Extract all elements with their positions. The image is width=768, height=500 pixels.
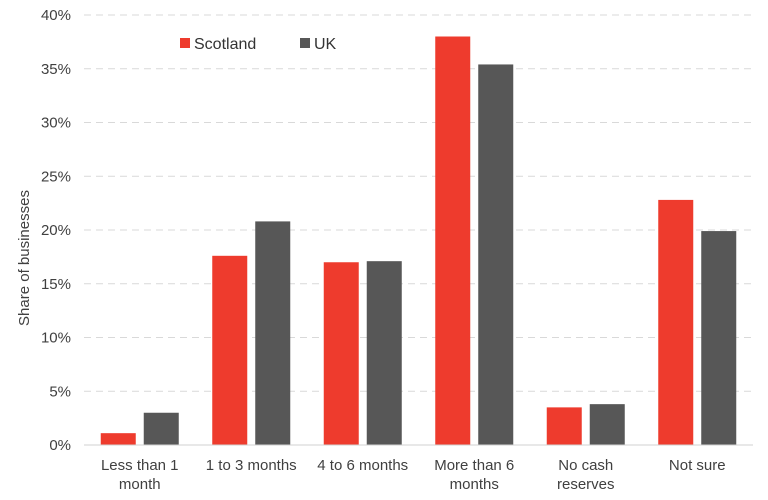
- legend-swatch: [300, 38, 310, 48]
- y-tick-label: 40%: [41, 7, 71, 24]
- bar-scotland: [212, 255, 248, 445]
- bar-scotland: [546, 407, 582, 445]
- bar-scotland: [323, 262, 359, 445]
- bar-uk: [143, 412, 179, 445]
- bar-scotland: [100, 433, 136, 445]
- bar-scotland: [658, 199, 694, 445]
- x-tick-label: No cash reserves: [557, 457, 615, 493]
- x-tick-label: Less than 1 month: [101, 457, 179, 493]
- x-tick-label: Not sure: [669, 457, 726, 474]
- legend-label: UK: [314, 36, 337, 53]
- bars: [100, 36, 737, 445]
- legend: Scotland UK: [180, 36, 337, 53]
- y-axis-ticks: 0% 5% 10% 15% 20% 25% 30% 35% 40%: [41, 7, 71, 454]
- legend-swatch: [180, 38, 190, 48]
- bar-uk: [701, 231, 737, 445]
- y-tick-label: 15%: [41, 276, 71, 293]
- x-tick-label: 1 to 3 months: [206, 457, 297, 474]
- y-tick-label: 20%: [41, 222, 71, 239]
- bar-uk: [589, 404, 625, 445]
- gridlines: [84, 14, 753, 392]
- y-tick-label: 0%: [49, 437, 71, 454]
- x-tick-label: 4 to 6 months: [317, 457, 408, 474]
- bar-uk: [255, 221, 291, 445]
- y-tick-label: 10%: [41, 330, 71, 347]
- bar-uk: [478, 64, 514, 445]
- y-tick-label: 25%: [41, 168, 71, 185]
- x-tick-label: More than 6 months: [434, 457, 514, 493]
- bar-uk: [366, 261, 402, 445]
- y-tick-label: 35%: [41, 61, 71, 78]
- y-axis-title: Share of businesses: [16, 190, 33, 326]
- x-axis-labels: Less than 1 month 1 to 3 months 4 to 6 mont…: [101, 457, 726, 493]
- y-tick-label: 30%: [41, 115, 71, 132]
- bar-scotland: [435, 36, 471, 445]
- y-tick-label: 5%: [49, 383, 71, 400]
- legend-label: Scotland: [194, 36, 256, 53]
